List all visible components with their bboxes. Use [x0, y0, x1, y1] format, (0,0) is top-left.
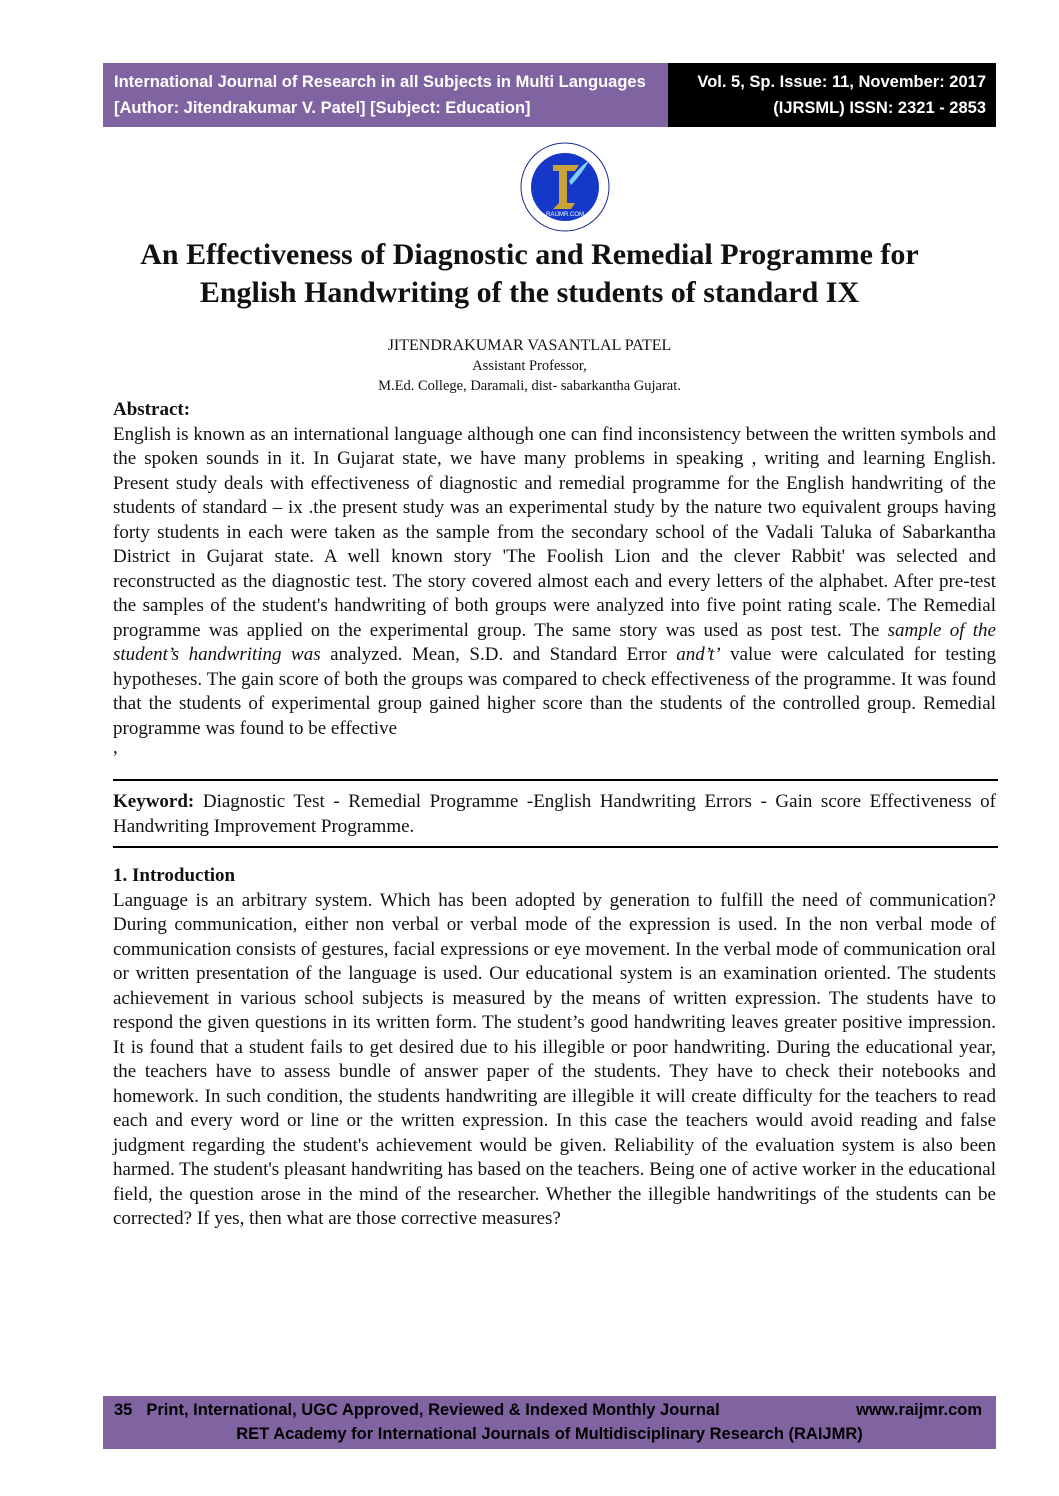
introduction-heading: 1. Introduction — [113, 865, 236, 886]
raijmr-logo: RAIJMR.COM — [520, 142, 610, 232]
journal-footer: 35 Print, International, UGC Approved, Re… — [103, 1396, 996, 1449]
paper-title: An Effectiveness of Diagnostic and Remed… — [100, 236, 959, 312]
keywords-text: Diagnostic Test - Remedial Programme -En… — [113, 791, 996, 837]
title-line-2: English Handwriting of the students of s… — [199, 276, 860, 309]
abstract-text: English is known as an international lan… — [113, 423, 996, 742]
keywords-section: Keyword: Diagnostic Test - Remedial Prog… — [113, 790, 996, 839]
abstract-italic-2: and’t’ — [676, 644, 721, 665]
header-left: International Journal of Research in all… — [103, 63, 668, 127]
divider-bottom — [113, 846, 998, 848]
footer-website[interactable]: www.raijmr.com — [856, 1401, 982, 1419]
footer-line-1: 35 Print, International, UGC Approved, Re… — [114, 1401, 720, 1420]
header-right: Vol. 5, Sp. Issue: 11, November: 2017 (I… — [668, 63, 996, 127]
page-number: 35 — [114, 1401, 133, 1419]
footer-publisher: RET Academy for International Journals o… — [236, 1425, 863, 1443]
abstract-heading: Abstract: — [113, 399, 191, 420]
author-affiliation: M.Ed. College, Daramali, dist- sabarkant… — [378, 378, 681, 394]
abstract-trailing: , — [113, 737, 118, 758]
abstract-italic-1: sample of the student’s handwriting was — [113, 619, 996, 666]
divider-top — [113, 779, 998, 781]
introduction-section: 1. Introduction Language is an arbitrary… — [113, 864, 996, 1232]
title-line-1: An Effectiveness of Diagnostic and Remed… — [140, 238, 919, 271]
journal-header: International Journal of Research in all… — [103, 63, 996, 127]
author-block: JITENDRAKUMAR VASANTLAL PATEL Assistant … — [0, 336, 1059, 396]
journal-name: International Journal of Research in all… — [114, 73, 646, 91]
abstract-text-b: analyzed. Mean, S.D. and Standard Error — [320, 644, 677, 665]
abstract-text-a: English is known as an international lan… — [113, 423, 996, 641]
abstract-section: Abstract: English is known as an interna… — [113, 398, 996, 758]
svg-text:RAIJMR.COM: RAIJMR.COM — [546, 212, 584, 218]
issue-info: Vol. 5, Sp. Issue: 11, November: 2017 — [697, 73, 986, 91]
footer-tagline: Print, International, UGC Approved, Revi… — [146, 1401, 720, 1419]
abstract-text-c: value were calculated for testing hypoth… — [113, 644, 996, 739]
introduction-text: Language is an arbitrary system. Which h… — [113, 889, 996, 1230]
author-subject: [Author: Jitendrakumar V. Patel] [Subjec… — [114, 99, 531, 117]
author-name: JITENDRAKUMAR VASANTLAL PATEL — [387, 337, 672, 354]
keywords-label: Keyword: — [113, 791, 195, 812]
author-position: Assistant Professor, — [472, 358, 587, 374]
issn: (IJRSML) ISSN: 2321 - 2853 — [773, 99, 986, 117]
